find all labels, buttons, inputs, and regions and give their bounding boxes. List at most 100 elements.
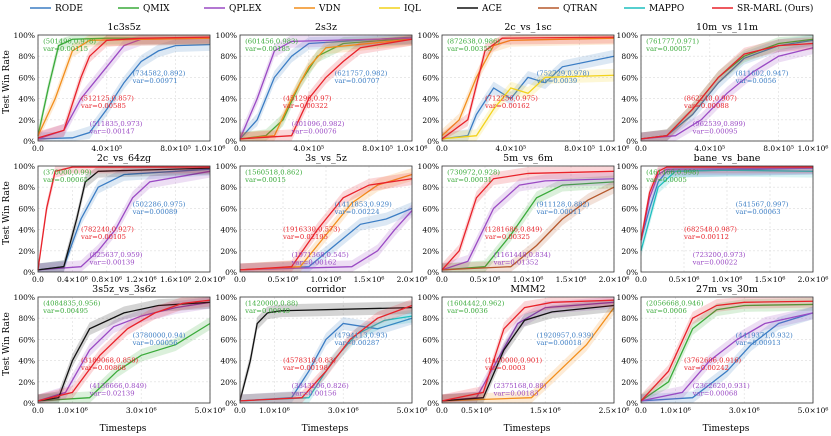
x-tick-label: 4.0×10⁵ (694, 144, 725, 153)
x-tick-label: 1.2×10⁶ (126, 275, 157, 284)
point-annotation: (872638,0.986) var=0.00355 (446, 37, 500, 53)
x-axis-label-col-4: Timesteps (703, 424, 750, 434)
series-band-sr-marl-ours (38, 35, 210, 141)
series-line-vdn (239, 38, 413, 140)
series-band-qplex (38, 297, 210, 403)
y-tick-label: 20% (422, 378, 439, 387)
chart-title: 3s5z_vs_3s6z (92, 284, 156, 295)
point-annotation: (451296,0.97) var=0.00322 (282, 95, 332, 111)
y-tick-label: 100% (14, 293, 35, 302)
series-line-vdn (37, 37, 211, 136)
y-axis-label-row-3: Test Win Rate (2, 312, 12, 376)
plot-area (641, 297, 813, 403)
x-tick-label: 1.0×10⁶ (513, 275, 544, 284)
y-tick-label: 20% (220, 378, 237, 387)
plot-frame (37, 165, 211, 273)
series-line-sr-marl-ours (239, 38, 413, 140)
series-band-ace (38, 297, 210, 403)
point-annotation: (825637,0.959) var=0.00139 (89, 251, 143, 267)
plot-frame (239, 165, 413, 273)
chart-mmm2: MMM2 0% 20% 40% 60% 80% 100% 0.0 0.5×10⁶ 1.5×10⁶ 2… (418, 284, 630, 415)
x-tick-label: 0.5×10⁶ (470, 275, 501, 284)
y-tick-label: 40% (18, 95, 35, 104)
plot-area (442, 35, 614, 141)
x-tick-label: 5.0×10⁶ (195, 406, 226, 415)
x-tick-label: 1.0×10⁶ (599, 144, 630, 153)
y-tick-label: 80% (220, 183, 237, 192)
point-annotation: (811602,0.947) var=0.0056 (735, 69, 789, 85)
y-tick-label: 0% (23, 137, 35, 146)
plot-frame (441, 165, 615, 273)
y-tick-label: 80% (621, 52, 638, 61)
chart-2s3z: 2s3z 0% 20% 40% 60% 80% 100% 0.0 4.0×10⁵ 8.0×10⁵ 1… (216, 22, 428, 153)
point-annotation: (541567,0.997) var=0.00063 (735, 200, 789, 216)
series-band-sr-marl-ours (641, 37, 813, 142)
y-tick-label: 100% (418, 293, 439, 302)
legend-label-ace: ACE (481, 4, 502, 14)
x-tick-label: 2.0×10⁶ (798, 275, 829, 284)
x-tick-label: 5.0×10⁶ (397, 406, 428, 415)
point-annotation: (401096,0.982) var=0.00076 (291, 120, 345, 136)
series-band-rode (442, 49, 614, 142)
series-line-qmix (37, 37, 210, 136)
x-tick-label: 0.0 (234, 275, 246, 284)
y-tick-label: 0% (626, 268, 638, 277)
series-line-sr-marl-ours (37, 299, 211, 402)
y-tick-label: 100% (617, 31, 638, 40)
x-tick-label: 1.0×10⁶ (57, 406, 88, 415)
chart-5m-vs-6m: 5m_vs_6m 0% 20% 40% 60% 80% 100% 0.0 0.5×10⁶ 1.0×… (418, 153, 630, 284)
point-annotation: (3843206,0.826) var=0.00156 (291, 382, 350, 398)
chart-title: 2s3z (315, 22, 337, 33)
x-tick-label: 0.0 (436, 275, 448, 284)
y-axis-label-row-2: Test Win Rate (2, 181, 12, 245)
point-annotation: (730972,0.928) var=0.00031 (446, 168, 500, 184)
y-tick-label: 60% (621, 335, 638, 344)
point-annotation: (502286,0.975) var=0.00089 (132, 200, 186, 216)
series-line-rode (37, 43, 211, 140)
point-annotation: (712256,0.975) var=0.00162 (484, 95, 538, 111)
x-axis-label-col-3: Timesteps (504, 424, 551, 434)
point-annotation: (911128,0.882) var=0.00011 (536, 200, 590, 216)
legend-label-iql: IQL (404, 4, 421, 14)
series-band-qplex (442, 297, 614, 403)
y-tick-label: 40% (422, 95, 439, 104)
series-band-qplex (38, 35, 210, 141)
point-annotation: (1971368,0.545) var=0.00162 (291, 251, 350, 267)
y-tick-label: 0% (626, 399, 638, 408)
chart-2c-vs-1sc: 2c_vs_1sc 0% 20% 40% 60% 80% 100% 0.0 4.0×10⁵ 8.0… (418, 22, 630, 153)
x-tick-label: 0.5×10⁶ (268, 275, 299, 284)
point-annotation: (734582,0.892) var=0.00971 (132, 69, 186, 85)
series-line-qplex (239, 210, 413, 271)
series-band-mappo (641, 166, 813, 258)
y-tick-label: 40% (18, 357, 35, 366)
series-band-sr-marl-ours (442, 297, 614, 403)
plot-area (240, 297, 412, 403)
x-tick-label: 2.0×10⁶ (599, 275, 630, 284)
y-tick-label: 0% (427, 268, 439, 277)
series-line-sr-marl-ours (640, 300, 814, 402)
chart-corridor: corridor 0% 20% 40% 60% 80% 100% 0.0 1.0×10⁶ 3.0×… (216, 284, 428, 415)
legend-label-mappo: MAPPO (649, 4, 684, 14)
chart-panels: 1c3s5z 0% 20% 40% 60% 80% 100% 0.0 4.0×10⁵ 8.0×10… (14, 22, 829, 415)
chart-3s-vs-5z: 3s_vs_5z 0% 20% 40% 60% 80% 100% 0.0 0.5×10⁶ 1.0×… (216, 153, 428, 284)
y-tick-label: 80% (422, 52, 439, 61)
x-tick-label: 0.0 (32, 144, 44, 153)
series-line-vdn (441, 37, 615, 137)
y-tick-label: 20% (422, 247, 439, 256)
series-line-qmix (640, 303, 814, 402)
x-tick-label: 1.0×10⁶ (195, 144, 226, 153)
x-tick-label: 3.0×10⁶ (729, 406, 760, 415)
series-band-rode (240, 35, 412, 141)
y-tick-label: 60% (18, 335, 35, 344)
point-annotation: (3189068,0.858) var=0.00868 (80, 357, 139, 373)
plot-area (38, 297, 210, 403)
series-band-vdn (240, 168, 412, 272)
x-tick-label: 0.0 (234, 406, 246, 415)
series-band-sr-marl-ours (641, 166, 813, 247)
y-tick-label: 60% (220, 335, 237, 344)
series-line-mappo (640, 169, 814, 251)
point-annotation: (1920957,0.939) var=0.00018 (536, 331, 595, 347)
x-axis-label-col-1: Timesteps (100, 424, 147, 434)
x-tick-label: 4.0×10⁵ (91, 144, 122, 153)
plot-frame (37, 296, 211, 404)
